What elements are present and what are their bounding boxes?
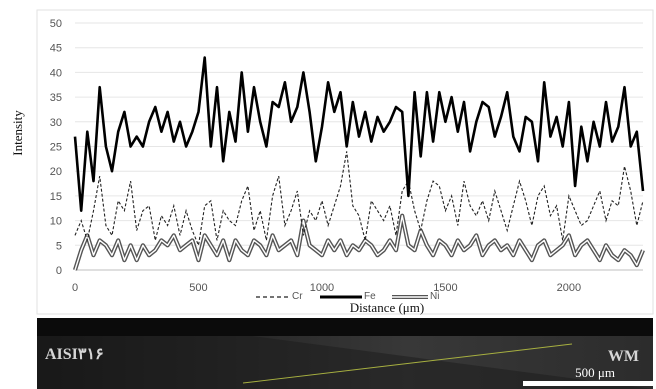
y-tick-label-0: 0 [56, 265, 62, 277]
x-tick-label-1500: 1500 [433, 282, 457, 294]
x-tick-label-1000: 1000 [310, 282, 334, 294]
scale-bar-label: 500 μm [575, 365, 615, 380]
micrograph-overlay [37, 336, 653, 389]
y-tick-label-15: 15 [50, 191, 62, 203]
y-axis-title: Intensity [10, 110, 25, 156]
micrograph-top-band [37, 318, 653, 336]
legend-label-ni: Ni [430, 291, 439, 302]
x-tick-label-0: 0 [72, 282, 78, 294]
scan-line [242, 343, 573, 384]
x-axis-title: Distance (μm) [350, 300, 424, 315]
y-tick-label-5: 5 [56, 240, 62, 252]
interface-region [37, 336, 653, 389]
y-tick-label-30: 30 [50, 117, 62, 129]
y-tick-label-45: 45 [50, 43, 62, 55]
legend-label-fe: Fe [364, 291, 376, 302]
series-line-fe [73, 56, 645, 212]
y-tick-label-35: 35 [50, 92, 62, 104]
y-tick-label-10: 10 [50, 216, 62, 228]
y-tick-label-20: 20 [50, 166, 62, 178]
legend: Cr Fe Ni [256, 291, 439, 302]
base-metal-label: AISI٣١۶ [45, 346, 104, 363]
scale-bar [523, 381, 653, 386]
y-tick-label-40: 40 [50, 67, 62, 79]
x-axis-ticks: 0 500 1000 1500 2000 [72, 282, 581, 294]
micrograph-image: AISI٣١۶ WM 500 μm [37, 318, 653, 389]
y-axis-ticks: 0 5 10 15 20 25 30 35 40 45 50 [50, 18, 62, 277]
series-line-ni-inner [74, 214, 644, 271]
weld-metal-label: WM [607, 348, 639, 365]
series-lines [72, 56, 645, 271]
line-chart: 0 5 10 15 20 25 30 35 40 45 50 0 500 1000 1500 2000 Cr… [10, 9, 654, 315]
series-line-cr [74, 151, 644, 248]
y-tick-label-50: 50 [50, 18, 62, 30]
x-tick-label-2000: 2000 [557, 282, 581, 294]
x-tick-label-500: 500 [189, 282, 207, 294]
y-tick-label-25: 25 [50, 142, 62, 154]
legend-label-cr: Cr [292, 291, 303, 302]
